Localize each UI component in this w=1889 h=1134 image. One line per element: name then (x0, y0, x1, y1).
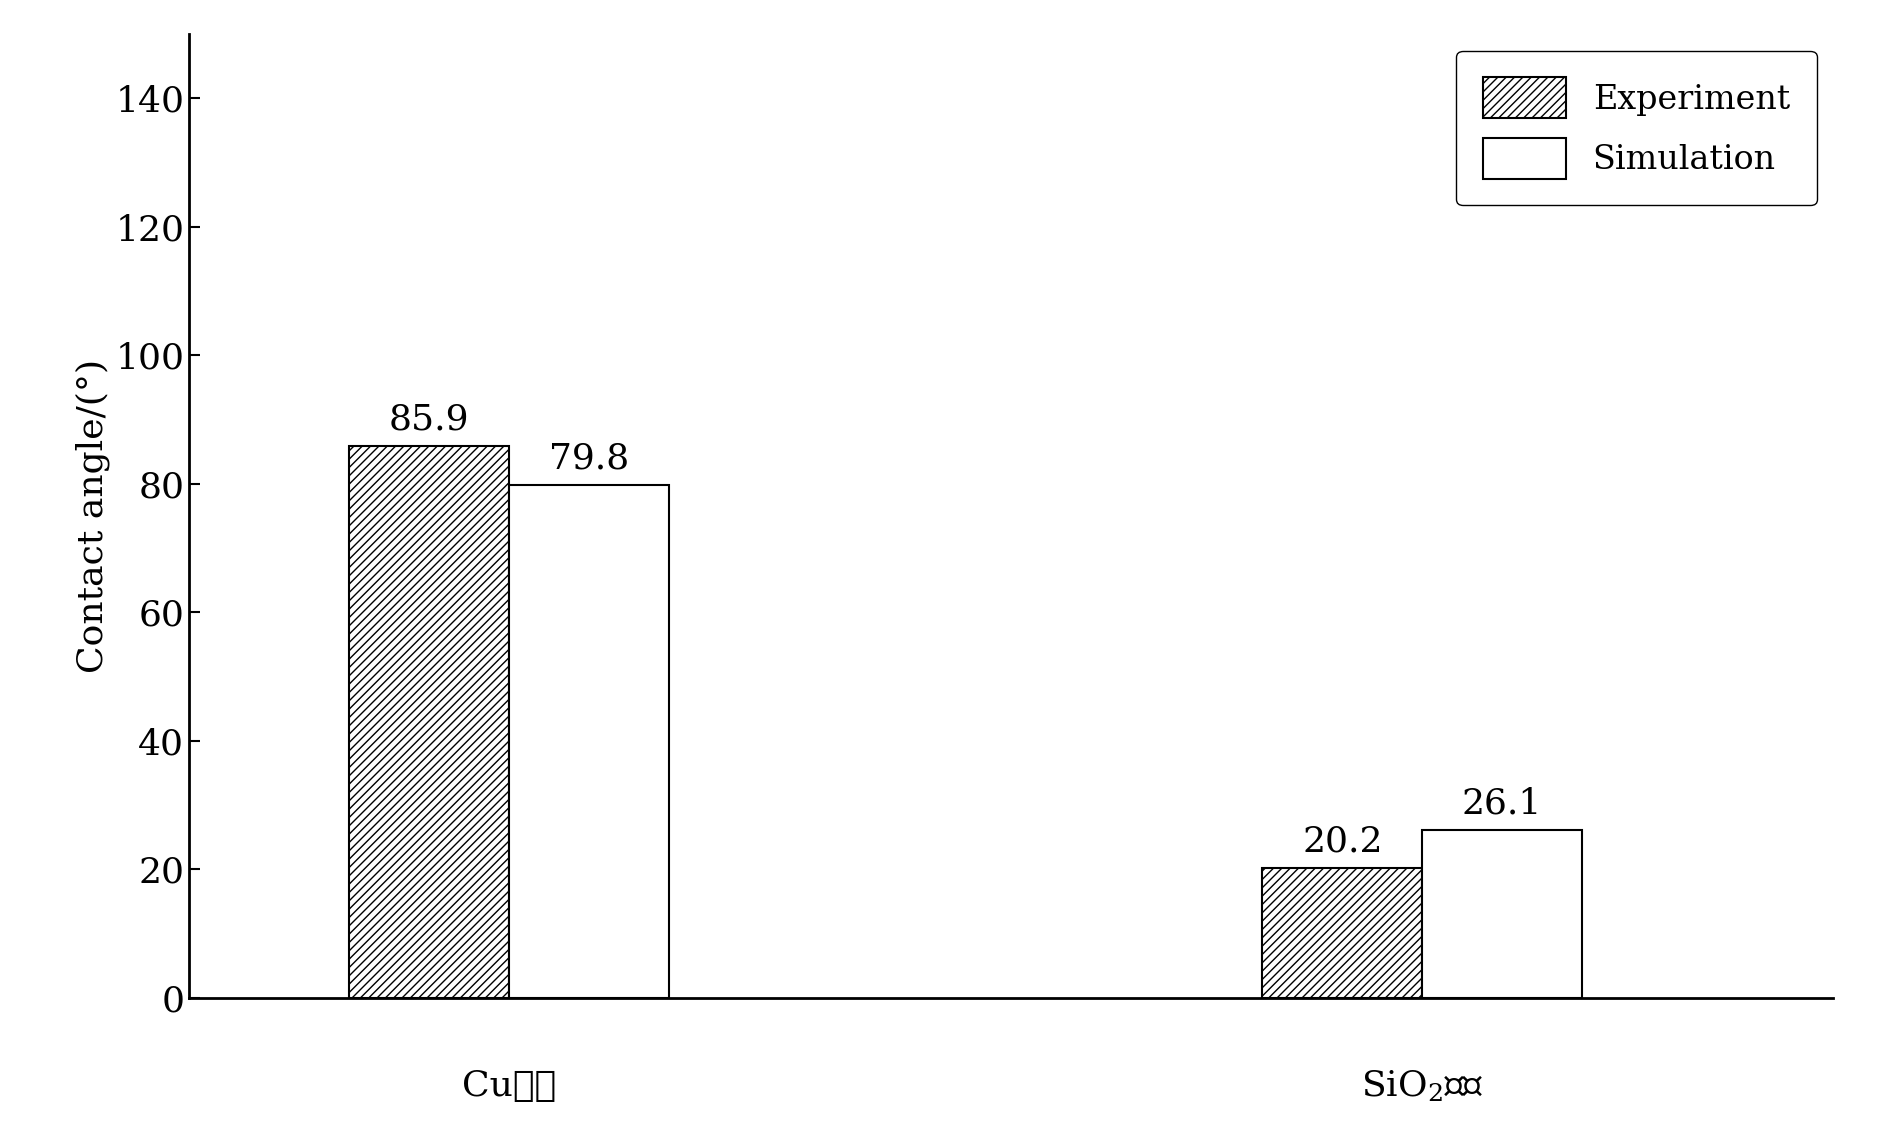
Text: 79.8: 79.8 (548, 441, 629, 475)
Text: SiO$_2$基底: SiO$_2$基底 (1360, 1068, 1483, 1105)
Text: 26.1: 26.1 (1462, 787, 1541, 821)
Y-axis label: Contact angle/(°): Contact angle/(°) (76, 358, 110, 674)
Text: Cu基底: Cu基底 (461, 1068, 555, 1102)
Bar (1262, 869, 1422, 998)
Text: 85.9: 85.9 (389, 403, 468, 437)
Text: 20.2: 20.2 (1302, 824, 1383, 858)
Legend: Experiment, Simulation: Experiment, Simulation (1455, 51, 1815, 205)
Bar (349, 446, 508, 998)
Bar (508, 485, 669, 998)
Bar (1422, 830, 1581, 998)
